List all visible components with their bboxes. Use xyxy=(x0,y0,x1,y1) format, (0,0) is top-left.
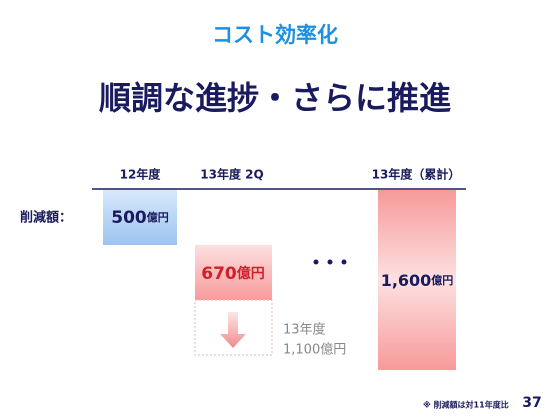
bar xyxy=(103,190,177,245)
category: コスト効率化 xyxy=(212,23,338,47)
page-number: 37 xyxy=(522,395,541,411)
ellipsis-dot xyxy=(313,259,319,265)
bar xyxy=(195,245,272,300)
ellipsis-dot xyxy=(327,259,333,265)
bar-label: 670億円 xyxy=(201,264,265,284)
title: 順調な進捗・さらに推進 xyxy=(99,79,451,117)
row-label: 削減額： xyxy=(20,210,72,226)
column-header: 13年度（累計） xyxy=(372,167,461,182)
bar xyxy=(378,190,456,370)
forecast-text: 13年度 xyxy=(283,322,326,338)
footnote: ※ 削減額は対11年度比 xyxy=(423,400,509,410)
forecast-box xyxy=(194,299,273,356)
forecast-text: 1,100億円 xyxy=(283,342,346,358)
bar-label: 500億円 xyxy=(111,208,169,228)
arrow xyxy=(220,312,246,348)
bar-label: 1,600億円 xyxy=(381,271,454,290)
column-header: 13年度 2Q xyxy=(200,167,263,182)
column-header: 12年度 xyxy=(120,167,162,182)
ellipsis-dot xyxy=(341,259,347,265)
